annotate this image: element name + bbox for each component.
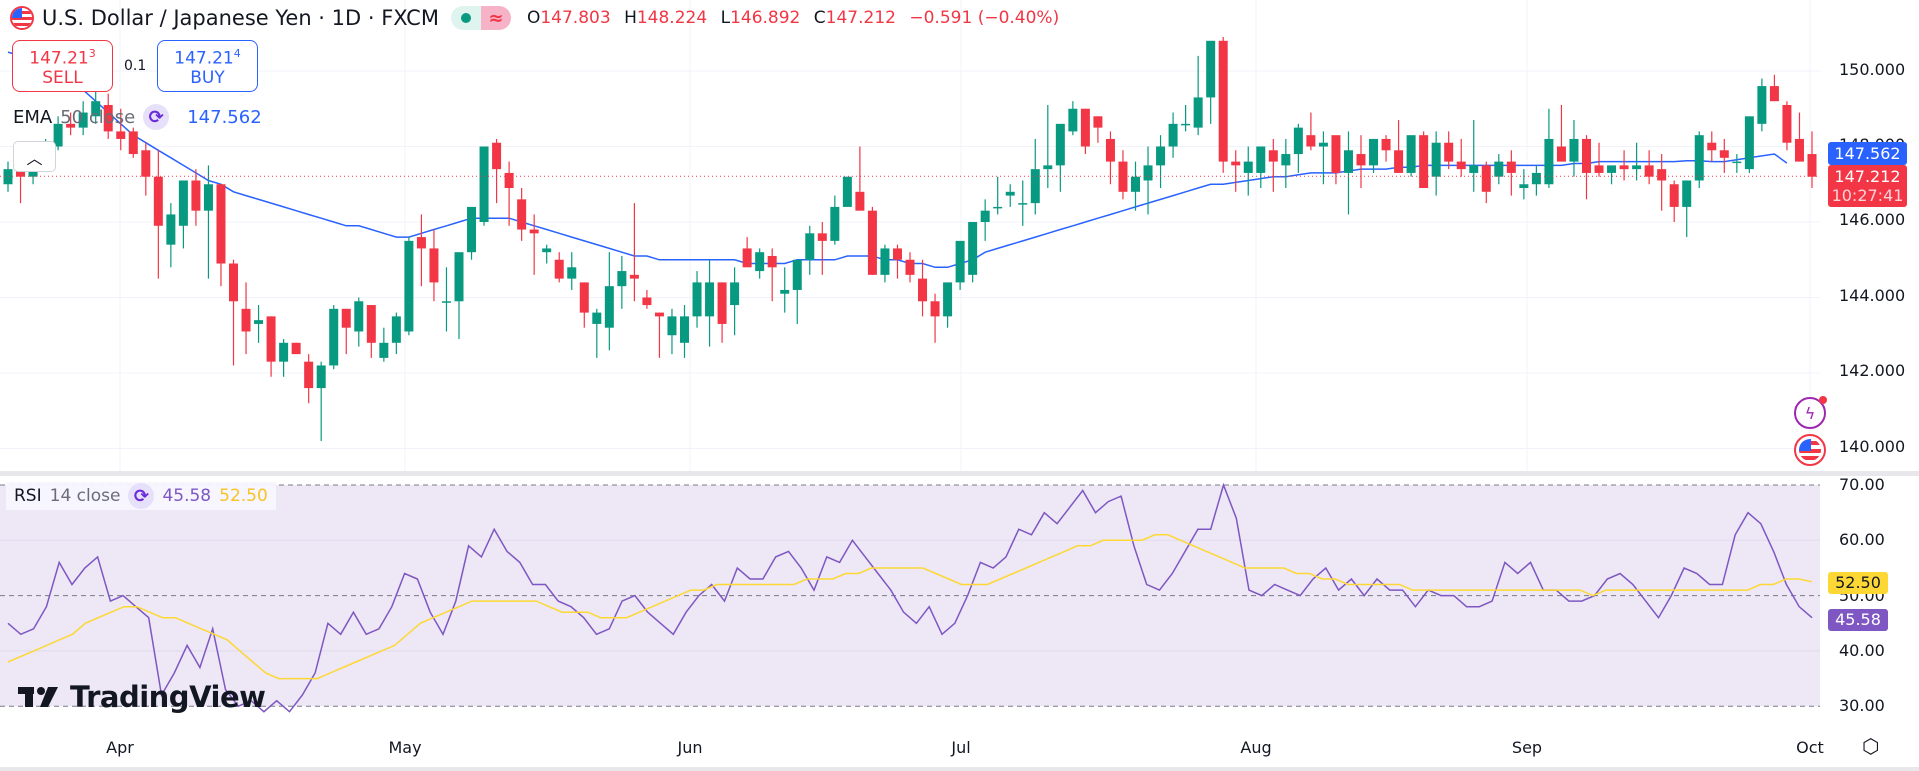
- time-label: Oct: [1796, 738, 1824, 757]
- candlestick-chart[interactable]: [0, 0, 1820, 471]
- rsi-ma-value: 52.50: [219, 486, 268, 506]
- tradingview-logo-icon: [18, 687, 58, 707]
- price-label: 140.000: [1839, 437, 1906, 456]
- buy-label: BUY: [190, 68, 225, 89]
- rsi-label: 40.00: [1839, 641, 1885, 660]
- sell-label: SELL: [42, 68, 83, 89]
- ema-value: 147.562: [187, 106, 262, 128]
- ohlc-values: O147.803 H148.224 L146.892 C147.212 −0.5…: [527, 8, 1067, 28]
- buy-price-pip: 4: [233, 46, 241, 60]
- us-flag-icon: [10, 6, 34, 30]
- price-axis[interactable]: 150.000 148.000 146.000 144.000 142.000 …: [1820, 0, 1919, 471]
- price-label: 142.000: [1839, 361, 1906, 380]
- sync-icon[interactable]: ⟳: [143, 104, 170, 130]
- rsi-label: 70.00: [1839, 475, 1885, 494]
- rsi-tag: 45.58: [1828, 609, 1888, 631]
- time-label: Aug: [1240, 738, 1272, 757]
- bar-countdown: 10:27:41: [1831, 186, 1904, 205]
- rsi-name: RSI: [14, 486, 42, 506]
- sell-price-pip: 3: [88, 46, 96, 60]
- price-label: 146.000: [1839, 210, 1906, 229]
- rsi-chart[interactable]: [0, 476, 1820, 716]
- sync-icon[interactable]: ⟳: [128, 483, 155, 509]
- ema-price-tag: 147.562: [1828, 142, 1907, 165]
- high-value: 148.224: [636, 8, 708, 28]
- us-flag-icon[interactable]: [1794, 434, 1826, 466]
- ema-name: EMA: [13, 106, 53, 128]
- open-value: 147.803: [540, 8, 611, 28]
- pane-separator[interactable]: [0, 471, 1919, 476]
- market-open-dot-icon: [450, 6, 481, 30]
- ema-legend[interactable]: EMA 50 close ⟳ 147.562: [13, 104, 262, 130]
- time-axis[interactable]: Apr May Jun Jul Aug Sep Oct ⬡: [0, 716, 1919, 768]
- buy-price: 147.21: [174, 48, 234, 69]
- rsi-label: 30.00: [1839, 696, 1885, 715]
- rsi-params: 14 close: [49, 486, 121, 506]
- low-label: L: [720, 8, 731, 28]
- rsi-pane[interactable]: [0, 476, 1820, 716]
- symbol-legend: U.S. Dollar / Japanese Yen · 1D · FXCM ≈…: [10, 0, 1067, 36]
- chevron-up-icon: ︿: [26, 148, 43, 168]
- rsi-ma-tag: 52.50: [1828, 572, 1888, 594]
- time-label: Sep: [1511, 738, 1543, 757]
- ema-params: 50 close: [60, 106, 136, 128]
- last-price: 147.212: [1834, 167, 1901, 186]
- settings-hexagon-icon[interactable]: ⬡: [1862, 734, 1880, 758]
- price-pane[interactable]: [0, 0, 1820, 471]
- close-label: C: [813, 8, 826, 28]
- open-label: O: [526, 8, 541, 28]
- change-value: −0.591 (−0.40%): [909, 8, 1060, 28]
- tradingview-logo-text: TradingView: [70, 680, 266, 714]
- high-label: H: [624, 8, 637, 28]
- time-label: Jul: [951, 738, 971, 757]
- sell-price: 147.21: [29, 48, 89, 69]
- bottom-border: [0, 767, 1919, 771]
- sell-button[interactable]: 147.213 SELL: [12, 40, 113, 92]
- market-status-pill[interactable]: ≈: [450, 6, 511, 30]
- rsi-value: 45.58: [162, 486, 212, 506]
- time-label: May: [388, 738, 422, 757]
- rsi-label: 60.00: [1839, 530, 1885, 549]
- time-label: Jun: [677, 738, 703, 757]
- buy-button[interactable]: 147.214 BUY: [157, 40, 258, 92]
- lightning-icon[interactable]: ϟ: [1794, 396, 1827, 429]
- close-value: 147.212: [825, 8, 896, 28]
- price-label: 144.000: [1839, 286, 1906, 305]
- time-label: Apr: [106, 738, 134, 757]
- collapse-legend-button[interactable]: ︿: [13, 141, 56, 172]
- rsi-legend[interactable]: RSI 14 close ⟳ 45.58 52.50: [6, 482, 276, 510]
- low-value: 146.892: [730, 8, 801, 28]
- notification-dot: [1819, 396, 1827, 404]
- spread-value: 0.1: [124, 58, 147, 74]
- symbol-title[interactable]: U.S. Dollar / Japanese Yen · 1D · FXCM: [42, 6, 439, 30]
- price-label: 150.000: [1839, 60, 1906, 79]
- rsi-axis[interactable]: 70.00 60.00 50.00 40.00 30.00: [1820, 475, 1919, 716]
- approx-data-icon: ≈: [480, 6, 511, 30]
- tradingview-logo[interactable]: TradingView: [18, 680, 266, 714]
- last-price-tag: 147.212 10:27:41: [1828, 165, 1907, 207]
